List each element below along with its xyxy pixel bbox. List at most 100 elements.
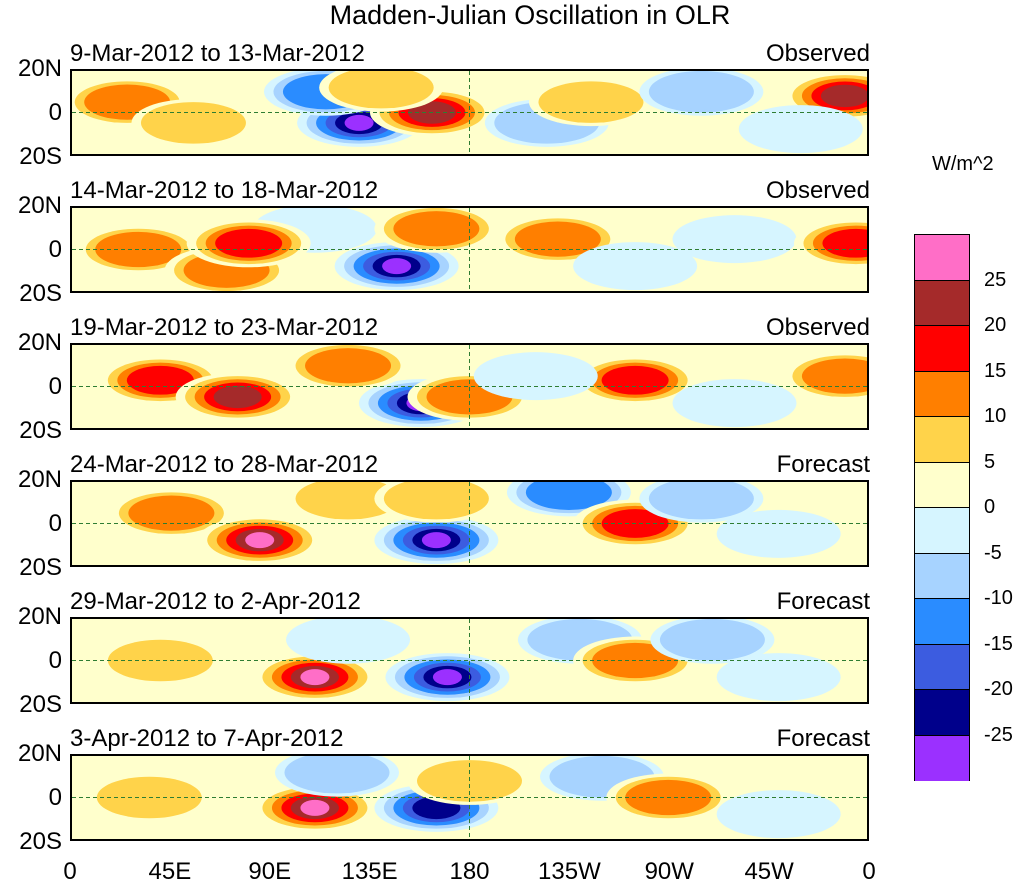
- colorbar-box: [915, 326, 969, 372]
- anomaly-contour: [822, 228, 867, 258]
- anomaly-contour: [328, 71, 434, 109]
- panel-kind: Observed: [765, 40, 870, 67]
- colorbar-box: [915, 553, 969, 599]
- anomaly-contour: [535, 482, 603, 507]
- colorbar-label: -25: [984, 723, 1013, 746]
- anomaly-contour: [726, 513, 832, 555]
- anomaly-contour: [726, 793, 832, 835]
- colorbar-box: [915, 690, 969, 736]
- anomaly-contour: [215, 228, 283, 258]
- panel-date: 29-Mar-2012 to 2-Apr-2012: [70, 588, 361, 615]
- colorbar-box: [915, 644, 969, 690]
- lat-tick-label: 20N: [17, 329, 62, 356]
- anomaly-contour: [431, 535, 442, 545]
- anomaly-contour: [140, 102, 246, 144]
- colorbar-box: [915, 371, 969, 417]
- colorbar-box: [915, 599, 969, 645]
- anomaly-contour: [391, 261, 402, 271]
- colorbar-label: 15: [984, 359, 1007, 382]
- lat-tick-label: 20N: [17, 740, 62, 767]
- anomaly-contour: [682, 382, 787, 424]
- lat-tick-label: 20S: [19, 691, 62, 718]
- panel-date: 14-Mar-2012 to 18-Mar-2012: [70, 177, 379, 204]
- anomaly-contour: [393, 211, 480, 247]
- colorbar-label: 25: [984, 268, 1007, 291]
- anomaly-contour: [442, 672, 453, 682]
- anomaly-contour: [682, 218, 787, 260]
- lat-tick-label: 0: [48, 236, 62, 263]
- anomaly-contour: [309, 803, 320, 813]
- panel-date: 9-Mar-2012 to 13-Mar-2012: [70, 40, 365, 67]
- anomaly-contour: [295, 482, 401, 520]
- colorbar-label: 10: [984, 405, 1007, 427]
- anomaly-contour: [669, 622, 756, 658]
- colorbar-box: [915, 235, 969, 281]
- colorbar-box: [915, 508, 969, 554]
- panel-kind: Forecast: [776, 725, 870, 752]
- panel-date: 19-Mar-2012 to 23-Mar-2012: [70, 314, 379, 341]
- lat-tick-label: 20N: [17, 466, 62, 493]
- anomaly-contour: [294, 756, 380, 791]
- lon-tick-label: 45E: [148, 858, 192, 885]
- lon-tick-label: 135E: [341, 858, 398, 885]
- panel-kind: Forecast: [776, 588, 870, 615]
- lon-tick-label: 90E: [248, 858, 292, 885]
- lat-tick-label: 20N: [17, 603, 62, 630]
- anomaly-contour: [128, 495, 215, 531]
- anomaly-contour: [658, 74, 745, 110]
- anomaly-contour: [601, 365, 669, 395]
- colorbar-label: -5: [984, 541, 1002, 564]
- lon-tick-label: 180: [449, 858, 490, 885]
- anomaly-contour: [213, 385, 262, 409]
- anomaly-contour: [309, 672, 320, 682]
- lon-tick-label: 135W: [538, 858, 601, 885]
- panel-kind: Observed: [765, 314, 870, 341]
- lat-tick-label: 0: [48, 99, 62, 126]
- olr-heatmap: [72, 482, 867, 565]
- olr-map-panel: [70, 617, 869, 704]
- anomaly-contour: [748, 108, 854, 150]
- olr-heatmap: [72, 345, 867, 428]
- lon-tick-label: 90W: [644, 858, 694, 885]
- panel-kind: Observed: [765, 177, 870, 204]
- colorbar-label: 0: [984, 496, 996, 518]
- colorbar-units: W/m^2: [932, 153, 994, 175]
- lat-tick-label: 20S: [19, 417, 62, 444]
- anomaly-contour: [726, 656, 832, 698]
- olr-map-panel: [70, 754, 869, 841]
- lat-tick-label: 20N: [17, 192, 62, 219]
- lat-tick-label: 0: [48, 373, 62, 400]
- anomaly-contour: [305, 348, 392, 384]
- colorbar-box: [915, 735, 969, 781]
- anomaly-contour: [421, 799, 451, 816]
- colorbar: [914, 234, 970, 781]
- panel-date: 3-Apr-2012 to 7-Apr-2012: [70, 725, 344, 752]
- colorbar-box: [915, 417, 969, 463]
- anomaly-contour: [483, 355, 589, 397]
- olr-map-panel: [70, 480, 869, 567]
- olr-map-panel: [70, 206, 869, 293]
- colorbar-box: [915, 280, 969, 326]
- colorbar-box: [915, 462, 969, 508]
- olr-map-panel: [70, 69, 869, 156]
- lat-tick-label: 20S: [19, 143, 62, 170]
- colorbar-label: 5: [984, 450, 996, 473]
- lon-tick-label: 0: [862, 858, 876, 885]
- anomaly-contour: [582, 245, 688, 287]
- anomaly-contour: [383, 482, 489, 520]
- anomaly-contour: [658, 482, 745, 517]
- anomaly-contour: [354, 118, 365, 128]
- colorbar-label: 20: [984, 314, 1007, 336]
- olr-heatmap: [72, 619, 867, 702]
- anomaly-contour: [126, 365, 194, 395]
- anomaly-contour: [820, 84, 867, 108]
- anomaly-contour: [538, 81, 644, 123]
- panel-kind: Forecast: [776, 451, 870, 478]
- panel-date: 24-Mar-2012 to 28-Mar-2012: [70, 451, 379, 478]
- lat-tick-label: 20S: [19, 280, 62, 307]
- lat-tick-label: 20N: [17, 55, 62, 82]
- anomaly-contour: [514, 221, 601, 257]
- lat-tick-label: 20S: [19, 828, 62, 855]
- chart-title: Madden-Julian Oscillation in OLR: [329, 0, 731, 30]
- lat-tick-label: 0: [48, 647, 62, 674]
